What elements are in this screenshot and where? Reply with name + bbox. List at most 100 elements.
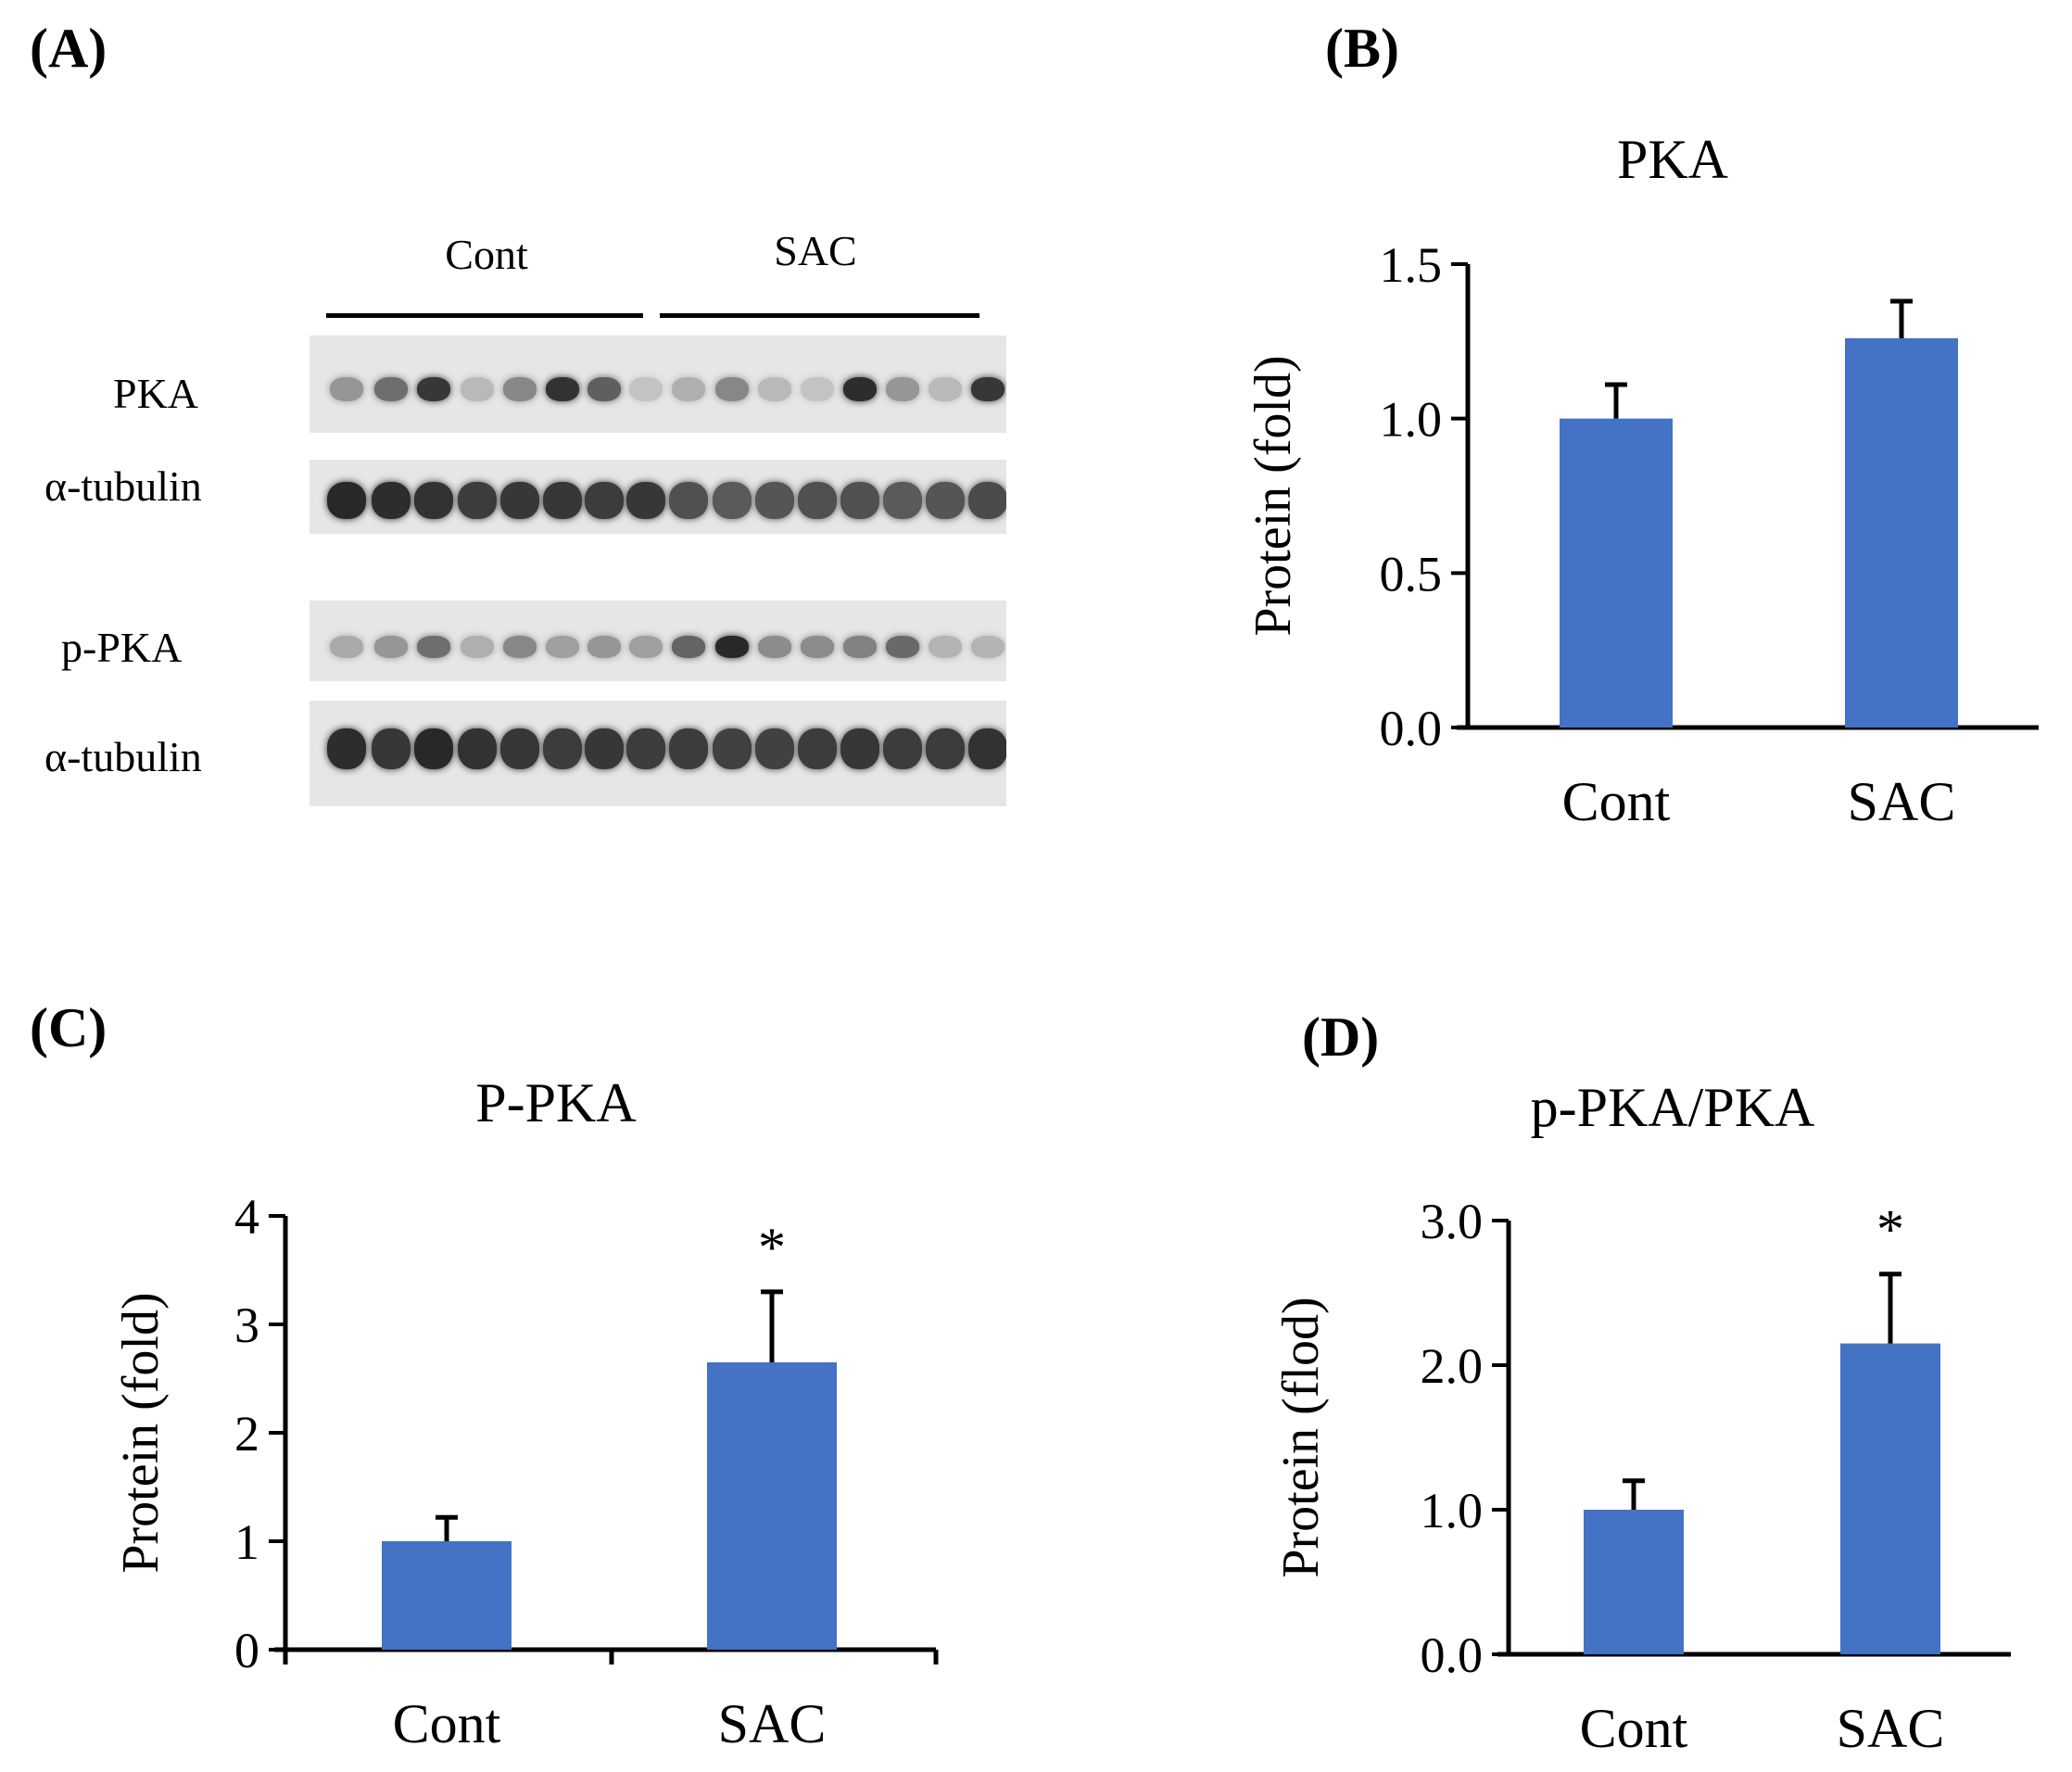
chart-title: PKA [1617, 130, 1728, 190]
x-category-label: SAC [718, 1693, 827, 1754]
bar-sac [707, 1361, 837, 1650]
y-tick-label: 0.0 [1421, 1627, 1484, 1683]
blot-strip-tubulin-1 [310, 460, 1006, 534]
ppka-band [672, 636, 705, 658]
blot-strip-pka [310, 335, 1006, 433]
y-tick-label: 0 [234, 1623, 259, 1678]
pka-band [801, 377, 834, 401]
chart-p-pka: P-PKA 0 1 2 3 4 Protein (fold) Cont * SAC [112, 1075, 939, 1754]
ppka-band [886, 636, 919, 658]
y-tick-label: 1.0 [1380, 392, 1443, 448]
tubulin-1-band [669, 482, 708, 519]
ppka-band [330, 636, 363, 658]
tubulin-2-band [458, 728, 497, 769]
pka-band [758, 377, 791, 401]
blot-row-label-pka: PKA [113, 370, 199, 417]
y-axis-label: Protein (fold) [1244, 355, 1302, 636]
significance-marker: * [758, 1217, 786, 1278]
tubulin-1-band [840, 482, 879, 519]
tubulin-2-band [926, 728, 965, 769]
tubulin-1-band [755, 482, 794, 519]
blot-group-label-cont: Cont [445, 231, 528, 278]
y-tick-label: 1.5 [1380, 237, 1443, 293]
tubulin-1-band [883, 482, 922, 519]
ppka-band [929, 636, 962, 658]
ppka-band [461, 636, 494, 658]
blot-strip-ppka [310, 601, 1006, 681]
blot-row-label-tubulin-2: α-tubulin [44, 733, 202, 780]
blot-group-label-sac: SAC [774, 227, 857, 274]
blot-row-label-ppka: p-PKA [61, 624, 183, 671]
tubulin-2-band [372, 728, 411, 769]
pka-band [672, 377, 705, 401]
panel-label-a: (A) [30, 18, 107, 79]
x-category-label: Cont [1562, 771, 1671, 832]
tubulin-2-band [968, 728, 1006, 769]
pka-band [971, 377, 1004, 401]
tubulin-2-band [713, 728, 752, 769]
panel-label-c: (C) [30, 997, 107, 1058]
bar-cont [1584, 1510, 1684, 1654]
ppka-band [801, 636, 834, 658]
tubulin-1-band [926, 482, 965, 519]
x-category-label: Cont [1580, 1698, 1688, 1759]
y-tick-label: 3.0 [1421, 1194, 1484, 1249]
pka-band [843, 377, 877, 401]
ppka-band [417, 636, 450, 658]
ppka-band [503, 636, 537, 658]
tubulin-2-band [626, 728, 665, 769]
pka-band [546, 377, 579, 401]
bar-cont [382, 1541, 512, 1650]
ppka-band [587, 636, 621, 658]
tubulin-1-band [968, 482, 1006, 519]
tubulin-1-band [414, 482, 453, 519]
chart-ppka-ratio: p-PKA/PKA 0.0 1.0 2.0 3.0 Protein (flod) Cont *… [1272, 1080, 2011, 1759]
tubulin-1-band [372, 482, 411, 519]
tubulin-1-band [500, 482, 539, 519]
tubulin-2-band [414, 728, 453, 769]
tubulin-1-band [626, 482, 665, 519]
tubulin-1-band [543, 482, 582, 519]
blot-group-line-sac [660, 313, 979, 318]
y-tick-label: 1 [234, 1514, 259, 1570]
tubulin-2-band [883, 728, 922, 769]
y-axis-label: Protein (flod) [1272, 1297, 1330, 1577]
panel-label-d: (D) [1302, 1006, 1380, 1068]
panel-label-b: (B) [1325, 18, 1399, 79]
ppka-band [758, 636, 791, 658]
pka-band [417, 377, 450, 401]
ppka-band [715, 636, 749, 658]
y-tick-label: 1.0 [1421, 1483, 1484, 1538]
pka-band [929, 377, 962, 401]
tubulin-2-band [543, 728, 582, 769]
x-category-label: SAC [1837, 1698, 1945, 1759]
tubulin-2-band [840, 728, 879, 769]
tubulin-2-band [755, 728, 794, 769]
blot-group-line-cont [326, 313, 643, 318]
chart-title: P-PKA [475, 1075, 636, 1133]
pka-band [715, 377, 749, 401]
pka-band [330, 377, 363, 401]
significance-marker: * [1876, 1199, 1904, 1260]
bar-sac [1845, 338, 1958, 728]
tubulin-2-band [669, 728, 708, 769]
tubulin-2-band [327, 728, 366, 769]
y-tick-label: 3 [234, 1297, 259, 1353]
y-tick-label: 0.0 [1380, 701, 1443, 756]
bar-sac [1840, 1343, 1940, 1654]
bar-cont [1560, 418, 1673, 728]
chart-title: p-PKA/PKA [1531, 1080, 1815, 1138]
y-axis-label: Protein (fold) [112, 1292, 170, 1573]
tubulin-1-band [798, 482, 837, 519]
pka-band [587, 377, 621, 401]
pka-band [461, 377, 494, 401]
pka-band [886, 377, 919, 401]
tubulin-1-band [585, 482, 624, 519]
tubulin-1-band [327, 482, 366, 519]
tubulin-2-band [500, 728, 539, 769]
y-tick-label: 0.5 [1380, 546, 1443, 601]
chart-pka: PKA 0.0 0.5 1.0 1.5 Protein (fold) Cont SAC [1244, 130, 2039, 832]
ppka-band [843, 636, 877, 658]
ppka-band [971, 636, 1004, 658]
y-tick-label: 4 [234, 1189, 259, 1245]
